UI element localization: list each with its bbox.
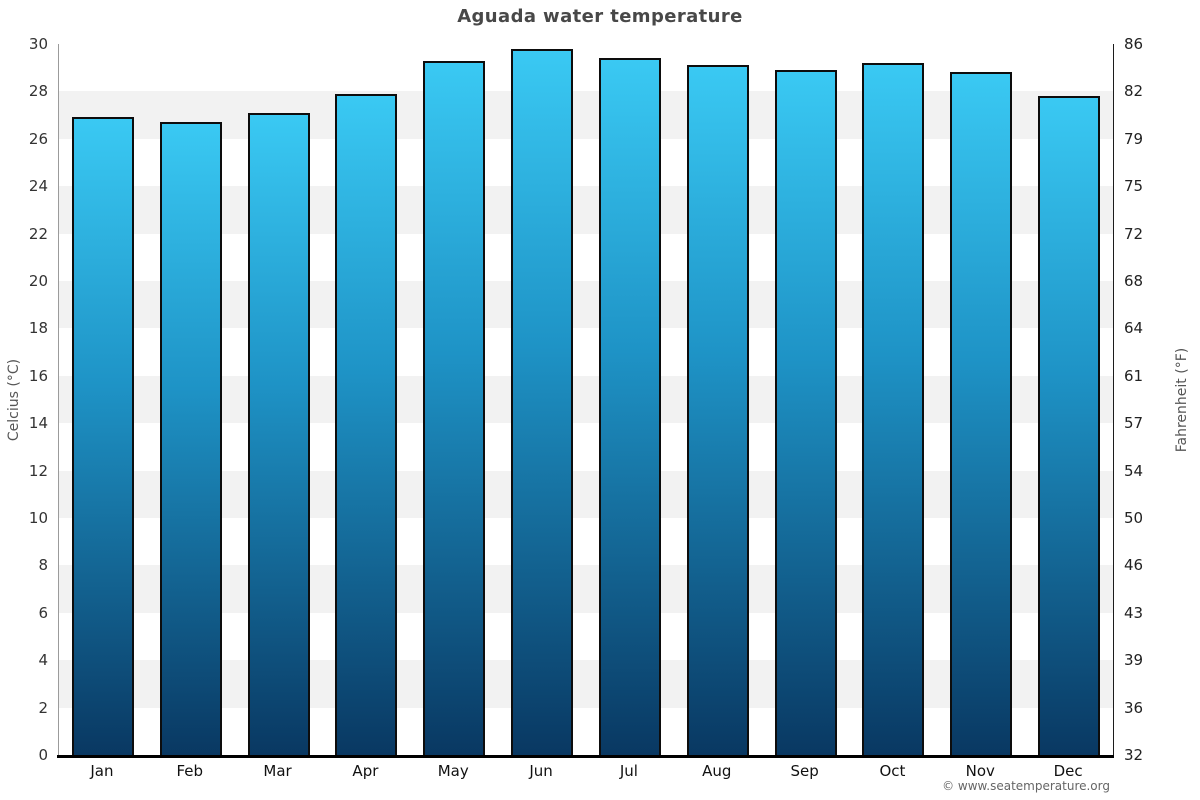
background-band (59, 44, 1113, 92)
y-tick-celsius-6: 6 (38, 603, 48, 622)
x-tick-aug: Aug (702, 762, 732, 780)
y-tick-fahrenheit-79: 79 (1124, 129, 1144, 148)
y-tick-celsius-18: 18 (28, 319, 48, 338)
y-tick-fahrenheit-39: 39 (1124, 651, 1144, 670)
bar-may[interactable] (423, 60, 486, 755)
bar-aug[interactable] (686, 65, 749, 755)
bar-apr[interactable] (335, 93, 398, 755)
background-band (59, 281, 1113, 329)
y-tick-fahrenheit-72: 72 (1124, 224, 1144, 243)
background-band (59, 138, 1113, 187)
background-band (59, 186, 1113, 234)
y-tick-celsius-16: 16 (28, 366, 48, 385)
y-tick-celsius-28: 28 (28, 82, 48, 101)
plot-area (58, 44, 1114, 755)
x-tick-nov: Nov (965, 762, 995, 780)
copyright-link-label[interactable]: © www.seatemperature.org (942, 779, 1110, 793)
background-band (59, 233, 1113, 281)
x-tick-feb: Feb (176, 762, 204, 780)
y-tick-celsius-0: 0 (38, 746, 48, 764)
y-tick-fahrenheit-68: 68 (1124, 272, 1144, 290)
bar-mar[interactable] (247, 112, 310, 755)
y-tick-celsius-4: 4 (38, 651, 48, 670)
x-axis-line (57, 755, 1114, 758)
bar-jan[interactable] (71, 117, 134, 755)
y-tick-celsius-26: 26 (28, 129, 48, 148)
x-tick-mar: Mar (263, 762, 292, 780)
background-band (59, 518, 1113, 566)
y-tick-fahrenheit-50: 50 (1124, 509, 1144, 527)
x-tick-apr: Apr (352, 762, 379, 780)
x-tick-sep: Sep (790, 762, 819, 780)
background-band (59, 375, 1113, 424)
background-band (59, 707, 1113, 755)
y-tick-fahrenheit-57: 57 (1124, 414, 1144, 433)
bar-sep[interactable] (774, 70, 837, 755)
y-tick-fahrenheit-86: 86 (1124, 35, 1144, 53)
bar-dec[interactable] (1038, 96, 1101, 755)
y-tick-celsius-22: 22 (28, 224, 48, 243)
background-band (59, 660, 1113, 708)
y-tick-celsius-12: 12 (28, 461, 48, 480)
y-tick-celsius-30: 30 (28, 35, 48, 53)
y-tick-fahrenheit-46: 46 (1124, 556, 1144, 575)
x-tick-may: May (437, 762, 469, 780)
bar-nov[interactable] (950, 72, 1013, 755)
y-tick-celsius-14: 14 (28, 414, 48, 433)
y-tick-celsius-8: 8 (38, 556, 48, 575)
bar-jul[interactable] (598, 58, 661, 755)
background-band (59, 565, 1113, 613)
y-tick-fahrenheit-32: 32 (1124, 746, 1144, 764)
y-tick-fahrenheit-82: 82 (1124, 82, 1144, 101)
x-tick-jul: Jul (619, 762, 638, 780)
y-tick-fahrenheit-43: 43 (1124, 603, 1144, 622)
y-tick-fahrenheit-61: 61 (1124, 366, 1144, 385)
x-tick-jun: Jun (529, 762, 553, 780)
y-tick-celsius-10: 10 (28, 509, 48, 527)
background-band (59, 423, 1113, 471)
y-tick-fahrenheit-54: 54 (1124, 461, 1144, 480)
y-axis-label-celsius: Celcius (°C) (6, 358, 22, 442)
background-band (59, 91, 1113, 139)
background-band (59, 470, 1113, 518)
x-tick-dec: Dec (1053, 762, 1083, 780)
bar-oct[interactable] (862, 62, 925, 755)
bar-jun[interactable] (511, 48, 574, 755)
background-band (59, 612, 1113, 661)
y-axis-label-fahrenheit: Fahrenheit (°F) (1174, 347, 1190, 453)
copyright-text[interactable]: © www.seatemperature.org (942, 779, 1110, 793)
background-band (59, 328, 1113, 376)
chart-title: Aguada water temperature (457, 6, 743, 27)
bar-feb[interactable] (159, 122, 222, 755)
y-tick-celsius-2: 2 (38, 698, 48, 717)
y-tick-fahrenheit-75: 75 (1124, 177, 1144, 196)
x-tick-jan: Jan (90, 762, 114, 780)
y-tick-celsius-20: 20 (28, 272, 48, 290)
y-tick-fahrenheit-64: 64 (1124, 319, 1144, 338)
y-tick-celsius-24: 24 (28, 177, 48, 196)
y-tick-fahrenheit-36: 36 (1124, 698, 1144, 717)
x-tick-oct: Oct (879, 762, 906, 780)
